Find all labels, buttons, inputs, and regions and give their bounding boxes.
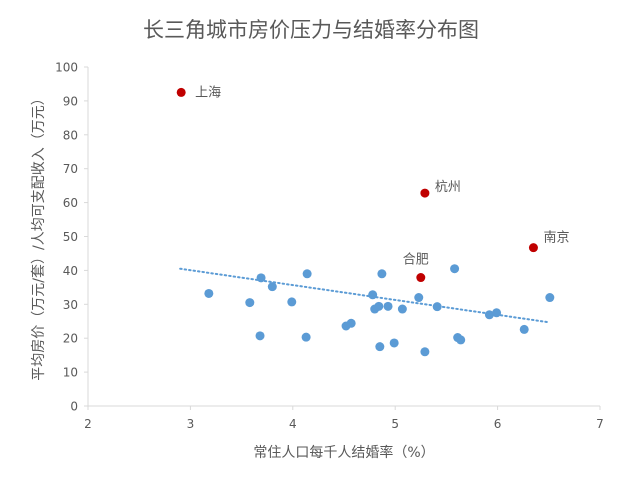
data-point xyxy=(301,332,311,342)
data-point xyxy=(432,302,442,312)
data-point xyxy=(368,290,378,300)
y-tick-label: 30 xyxy=(63,298,78,312)
highlight-point xyxy=(416,273,426,283)
point-label: 杭州 xyxy=(435,180,461,195)
data-point xyxy=(287,297,297,307)
data-point xyxy=(484,310,494,320)
data-point xyxy=(519,324,529,334)
data-point xyxy=(256,273,266,283)
data-point xyxy=(383,301,393,311)
data-point xyxy=(545,293,555,303)
data-point xyxy=(456,335,466,345)
x-tick-label: 6 xyxy=(494,417,502,431)
data-point xyxy=(255,331,265,341)
data-point xyxy=(375,342,385,352)
y-tick-label: 0 xyxy=(70,400,78,414)
x-tick-label: 2 xyxy=(84,417,92,431)
point-label: 合肥 xyxy=(403,253,429,268)
data-point xyxy=(245,298,255,308)
highlight-point xyxy=(528,243,538,253)
chart-title: 长三角城市房价压力与结婚率分布图 xyxy=(143,18,479,42)
x-tick-label: 7 xyxy=(596,417,604,431)
data-point xyxy=(267,282,277,292)
data-point xyxy=(450,264,460,274)
data-point xyxy=(374,301,384,311)
x-axis-label: 常住人口每千人结婚率（%） xyxy=(253,445,435,461)
y-tick-label: 70 xyxy=(63,162,78,176)
y-tick-label: 20 xyxy=(63,332,78,346)
highlight-point xyxy=(176,87,186,97)
data-point xyxy=(302,269,312,279)
highlight-point xyxy=(420,188,430,198)
data-point xyxy=(420,347,430,357)
y-tick-label: 40 xyxy=(63,264,78,278)
data-point xyxy=(414,293,424,303)
point-label: 南京 xyxy=(543,230,569,246)
data-point xyxy=(389,338,399,348)
y-tick-label: 100 xyxy=(55,61,78,75)
y-tick-label: 80 xyxy=(63,128,78,142)
y-tick-label: 90 xyxy=(63,94,78,108)
data-point xyxy=(397,304,407,314)
x-tick-label: 3 xyxy=(187,417,195,431)
y-tick-label: 50 xyxy=(63,230,78,244)
y-tick-label: 10 xyxy=(63,366,78,380)
y-tick-label: 60 xyxy=(63,196,78,210)
data-point xyxy=(204,288,214,298)
data-point xyxy=(492,308,502,318)
data-point xyxy=(377,269,387,279)
x-tick-label: 5 xyxy=(391,417,399,431)
data-point xyxy=(346,318,356,328)
point-label: 上海 xyxy=(195,85,221,100)
x-tick-label: 4 xyxy=(289,417,297,431)
